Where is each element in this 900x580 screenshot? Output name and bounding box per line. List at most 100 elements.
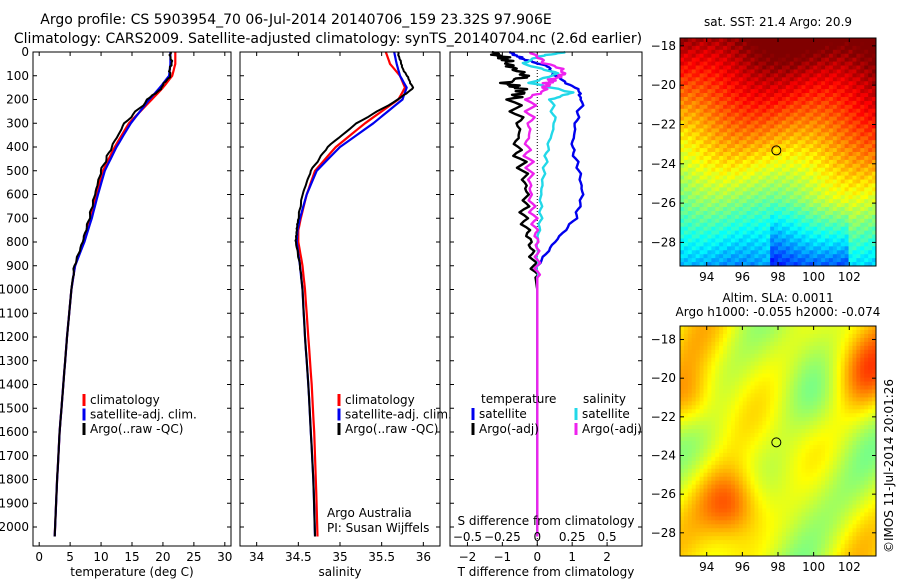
heatmap-cell	[805, 53, 810, 59]
heatmap-cell	[868, 104, 873, 110]
sla-heatmap-cells	[680, 326, 876, 556]
heatmap-cell	[844, 226, 850, 232]
heatmap-cell	[821, 199, 826, 204]
heatmap-cell	[762, 444, 767, 450]
heatmap-cell	[852, 89, 857, 94]
legend-title-temperature: temperature	[481, 392, 556, 406]
heatmap-cell	[695, 536, 701, 541]
heatmap-cell	[836, 89, 842, 94]
heatmap-cell	[781, 96, 787, 102]
heatmap-cell	[750, 345, 756, 351]
heatmap-cell	[707, 254, 712, 259]
heatmap-cell	[746, 234, 752, 240]
heatmap-cell	[766, 234, 771, 240]
heatmap-cell	[750, 57, 756, 63]
heatmap-cell	[774, 456, 779, 462]
heatmap-cell	[797, 441, 803, 446]
heatmap-cell	[738, 377, 744, 383]
heatmap-cell	[730, 381, 736, 387]
heatmap-cell	[683, 377, 689, 383]
heatmap-cell	[687, 536, 693, 541]
heatmap-cell	[872, 167, 876, 173]
heatmap-cell	[695, 552, 701, 556]
heatmap-cell	[703, 337, 709, 343]
heatmap-cell	[828, 159, 834, 165]
heatmap-cell	[860, 167, 865, 173]
heatmap-cell	[797, 254, 803, 259]
heatmap-cell	[797, 234, 803, 240]
heatmap-cell	[864, 108, 869, 114]
heatmap-cell	[844, 45, 850, 51]
legend-label: Argo(..raw -QC)	[90, 422, 183, 436]
heatmap-cell	[754, 460, 759, 466]
heatmap-cell	[746, 381, 752, 387]
heatmap-cell	[687, 520, 693, 525]
heatmap-cell	[872, 136, 876, 141]
heatmap-cell	[695, 496, 701, 502]
heatmap-cell	[680, 468, 685, 474]
heatmap-cell	[750, 85, 756, 90]
heatmap-cell	[825, 171, 830, 177]
heatmap-cell	[703, 540, 709, 545]
heatmap-cell	[738, 85, 744, 90]
heatmap-cell	[852, 49, 857, 55]
heatmap-cell	[730, 246, 736, 251]
heatmap-cell	[742, 552, 748, 556]
heatmap-cell	[813, 144, 818, 149]
heatmap-cell	[825, 85, 830, 90]
heatmap-cell	[730, 532, 736, 537]
heatmap-cell	[699, 108, 705, 114]
heatmap-cell	[809, 69, 814, 74]
heatmap-cell	[774, 437, 779, 442]
heatmap-cell	[738, 222, 744, 228]
heatmap-cell	[793, 532, 799, 537]
heatmap-cell	[781, 480, 787, 486]
heatmap-cell	[840, 175, 846, 181]
heatmap-cell	[828, 163, 834, 169]
heatmap-cell	[809, 108, 814, 114]
heatmap-cell	[809, 226, 814, 232]
heatmap-cell	[836, 120, 842, 126]
heatmap-cell	[695, 171, 701, 177]
heatmap-cell	[742, 472, 748, 478]
heatmap-cell	[680, 544, 685, 549]
heatmap-cell	[723, 484, 728, 490]
heatmap-cell	[774, 329, 779, 335]
heatmap-cell	[723, 191, 728, 196]
heatmap-cell	[699, 214, 705, 220]
heatmap-cell	[789, 250, 795, 255]
heatmap-cell	[683, 108, 689, 114]
heatmap-cell	[864, 207, 869, 212]
heatmap-cell	[687, 167, 693, 173]
heatmap-cell	[746, 226, 752, 232]
heatmap-cell	[805, 136, 810, 141]
heatmap-cell	[770, 49, 775, 55]
heatmap-cell	[711, 464, 716, 470]
heatmap-cell	[691, 504, 697, 510]
heatmap-cell	[844, 81, 850, 86]
heatmap-cell	[687, 528, 693, 533]
heatmap-cell	[770, 73, 775, 78]
heatmap-cell	[825, 144, 830, 149]
heatmap-cell	[754, 152, 759, 157]
heatmap-cell	[719, 405, 724, 410]
heatmap-cell	[727, 195, 732, 200]
heatmap-cell	[797, 341, 803, 347]
heatmap-cell	[785, 124, 791, 130]
heatmap-cell	[699, 456, 705, 462]
heatmap-cell	[825, 242, 830, 247]
heatmap-cell	[723, 361, 728, 367]
heatmap-cell	[691, 524, 697, 529]
heatmap-cell	[872, 93, 876, 98]
heatmap-cell	[852, 171, 857, 177]
heatmap-cell	[703, 183, 709, 188]
heatmap-cell	[730, 128, 736, 133]
heatmap-cell	[695, 210, 701, 216]
heatmap-cell	[872, 96, 876, 102]
heatmap-cell	[683, 258, 689, 263]
heatmap-cell	[848, 108, 854, 114]
heatmap-cell	[781, 210, 787, 216]
heatmap-cell	[809, 96, 814, 102]
heatmap-cell	[872, 100, 876, 106]
heatmap-cell	[707, 365, 712, 371]
